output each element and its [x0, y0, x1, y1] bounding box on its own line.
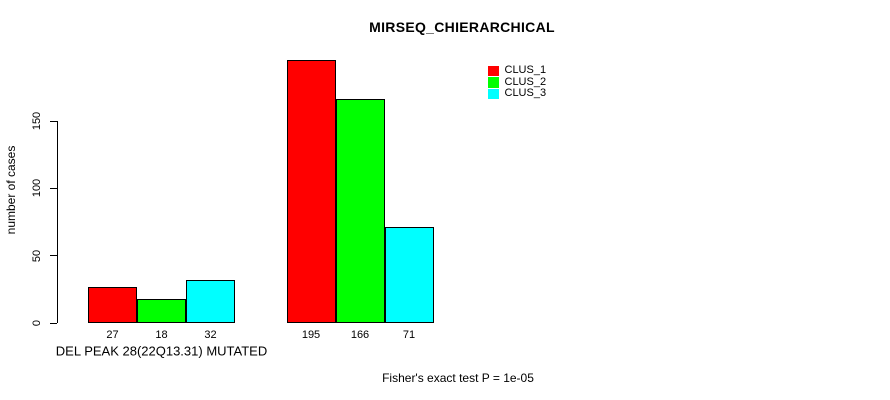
bar-clus_1-group1: [88, 286, 137, 323]
bar-value-label: 27: [106, 329, 119, 341]
chart-title: MIRSEQ_CHIERARCHICAL: [369, 19, 555, 35]
bar-clus_2-group1: [137, 298, 186, 323]
y-axis-tick-label: 100: [31, 179, 43, 198]
footnote-pvalue: Fisher's exact test P = 1e-05: [382, 371, 534, 385]
legend-label: CLUS_2: [504, 75, 547, 88]
bar-value-label: 18: [155, 329, 168, 341]
legend-swatch-icon: [488, 88, 499, 99]
y-axis-tick: [50, 322, 57, 324]
bar-value-label: 195: [301, 329, 321, 341]
y-axis-tick-label: 0: [31, 319, 43, 327]
legend: CLUS_1 CLUS_2 CLUS_3: [488, 64, 547, 100]
legend-label: CLUS_3: [504, 87, 547, 99]
y-axis-tick: [50, 187, 57, 189]
legend-item-clus_2: CLUS_2: [488, 75, 547, 89]
bar-clus_3-group2: [384, 227, 434, 323]
legend-label: CLUS_1: [504, 64, 547, 76]
y-axis-line: [57, 121, 58, 323]
bar-value-label: 32: [204, 329, 217, 341]
x-category-label: DEL PEAK 28(22Q13.31) MUTATED: [55, 343, 268, 358]
y-axis-tick-label: 50: [31, 249, 43, 262]
bar-value-label: 71: [402, 329, 416, 341]
legend-swatch-icon: [488, 77, 499, 88]
bar-clus_1-group2: [286, 60, 336, 323]
bar-value-label: 166: [350, 329, 370, 341]
y-axis-tick: [50, 120, 57, 122]
legend-swatch-icon: [488, 65, 499, 76]
legend-item-clus_1: CLUS_1: [488, 64, 547, 77]
y-axis-tick: [50, 255, 57, 257]
y-axis-tick-label: 150: [31, 111, 43, 131]
bar-clus_2-group2: [335, 99, 385, 323]
y-axis-title: number of cases: [4, 145, 18, 235]
bar-clus_3-group1: [186, 279, 235, 323]
legend-item-clus_3: CLUS_3: [488, 87, 547, 100]
